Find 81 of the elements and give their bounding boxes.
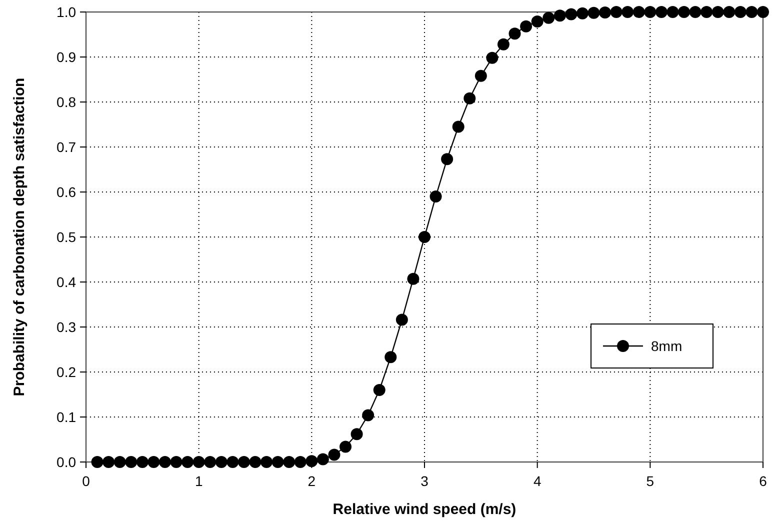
x-tick-label: 4 <box>533 473 542 489</box>
point <box>666 6 679 18</box>
point <box>91 456 104 468</box>
point <box>204 456 216 468</box>
point <box>192 456 205 468</box>
point <box>182 456 194 468</box>
point <box>283 456 296 468</box>
point <box>700 6 713 18</box>
y-tick-label: 0.2 <box>56 364 76 380</box>
point <box>125 456 138 468</box>
point <box>610 6 622 18</box>
point <box>632 6 645 18</box>
y-tick-label: 0.3 <box>56 318 76 335</box>
x-tick-label: 2 <box>308 473 316 489</box>
point <box>689 6 702 18</box>
x-tick-label: 3 <box>420 473 429 489</box>
point <box>373 384 386 396</box>
x-tick-label: 6 <box>759 473 768 489</box>
point <box>734 6 746 18</box>
point <box>340 440 352 453</box>
point <box>441 153 454 166</box>
point <box>170 456 182 468</box>
point <box>384 351 397 364</box>
point <box>588 6 600 19</box>
point <box>452 120 464 133</box>
y-tick-label: 0.8 <box>56 94 76 110</box>
point <box>655 6 668 18</box>
point <box>746 6 758 18</box>
point <box>102 456 115 468</box>
y-tick-label: 1.0 <box>56 4 76 20</box>
point <box>678 6 690 18</box>
point <box>622 6 634 18</box>
point <box>396 314 408 326</box>
x-axis-title: Relative wind speed (m/s) <box>332 501 516 518</box>
point <box>599 6 612 18</box>
point <box>520 20 532 32</box>
y-tick-label: 0.9 <box>56 48 76 65</box>
point <box>542 12 555 24</box>
point <box>723 6 736 18</box>
y-tick-label: 0.0 <box>56 454 76 470</box>
point <box>757 6 769 18</box>
point <box>508 28 521 40</box>
point <box>226 456 239 468</box>
y-tick-label: 0.4 <box>56 274 76 290</box>
point <box>272 456 284 468</box>
point <box>644 6 656 18</box>
point <box>362 409 374 422</box>
point <box>554 10 566 22</box>
point <box>486 52 498 64</box>
point <box>565 8 578 20</box>
point <box>148 456 160 468</box>
point <box>316 453 329 466</box>
point <box>238 456 250 468</box>
point <box>249 456 262 468</box>
point <box>430 190 442 202</box>
point <box>497 38 510 50</box>
point <box>464 92 476 104</box>
y-tick-label: 0.5 <box>56 228 76 245</box>
point <box>576 7 588 20</box>
x-tick-label: 1 <box>194 473 203 489</box>
point <box>294 456 306 468</box>
point <box>114 456 126 468</box>
point <box>407 272 420 285</box>
point <box>328 448 340 461</box>
point <box>306 455 318 468</box>
point <box>158 456 171 468</box>
x-tick-label: 5 <box>646 473 654 489</box>
legend-label: 8mm <box>651 338 682 354</box>
point <box>474 70 487 82</box>
point <box>712 6 724 18</box>
y-tick-label: 0.6 <box>56 184 76 200</box>
y-axis-title: Probability of carbonation depth satisfaction <box>11 78 28 396</box>
point <box>531 15 544 28</box>
point <box>350 428 363 440</box>
y-tick-label: 0.7 <box>56 138 76 155</box>
point <box>418 231 430 243</box>
point <box>260 456 273 468</box>
point <box>136 456 148 468</box>
point <box>215 456 228 468</box>
y-tick-label: 0.1 <box>56 408 76 425</box>
x-tick-label: 0 <box>82 473 90 489</box>
